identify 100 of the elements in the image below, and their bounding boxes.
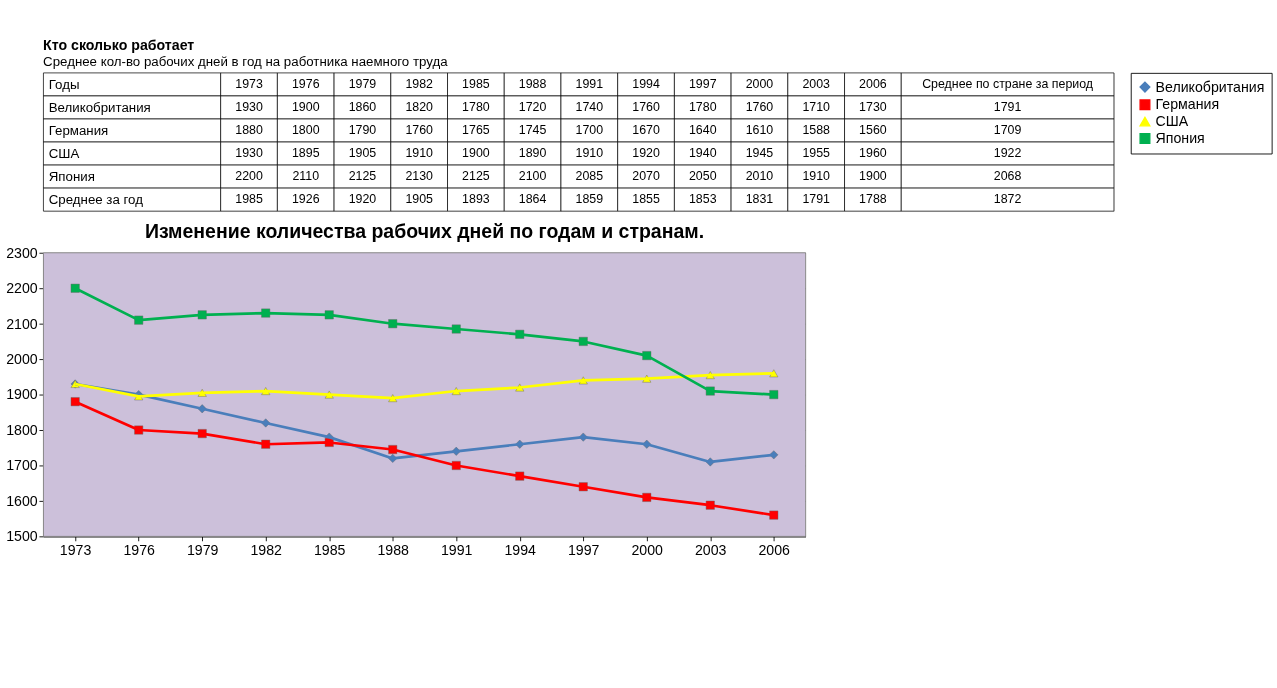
text: 1800 bbox=[291, 123, 320, 138]
text: 2050 bbox=[688, 169, 717, 184]
text: 1982 bbox=[405, 76, 434, 91]
point bbox=[769, 510, 779, 520]
text: 2003 bbox=[802, 76, 831, 91]
text: Великобритания bbox=[48, 99, 151, 115]
point bbox=[261, 439, 271, 449]
point bbox=[642, 374, 652, 383]
text: 2006 bbox=[859, 76, 887, 91]
text: 1976 bbox=[291, 76, 320, 91]
point bbox=[515, 471, 525, 481]
text: 1760 bbox=[632, 100, 660, 115]
point bbox=[324, 310, 334, 320]
text: 2085 bbox=[575, 169, 604, 184]
text: 1895 bbox=[291, 146, 320, 161]
text: 1610 bbox=[745, 123, 774, 138]
text: Годы bbox=[48, 76, 80, 92]
text: 1900 bbox=[462, 146, 490, 161]
text: 1860 bbox=[348, 100, 377, 115]
text: 1973 bbox=[235, 76, 263, 91]
point bbox=[324, 390, 334, 399]
legend-label: Япония bbox=[1155, 129, 1205, 146]
text: 1859 bbox=[575, 192, 604, 207]
text: 1994 bbox=[632, 76, 660, 91]
x-tick-label: 1988 bbox=[377, 541, 410, 558]
text: 1760 bbox=[745, 100, 774, 115]
text: 1900 bbox=[859, 169, 887, 184]
text: 1700 bbox=[575, 123, 604, 138]
text: 2200 bbox=[235, 169, 263, 184]
y-tick-label: 2000 bbox=[6, 351, 38, 368]
text: 1991 bbox=[575, 76, 604, 91]
x-tick-label: 1979 bbox=[186, 541, 219, 558]
text: 1864 bbox=[518, 192, 547, 207]
text: 1831 bbox=[745, 192, 774, 207]
text: 1979 bbox=[348, 76, 377, 91]
text: 1791 bbox=[993, 100, 1022, 115]
x-tick-label: 2000 bbox=[631, 541, 664, 558]
text: 1765 bbox=[462, 123, 490, 138]
text: США bbox=[48, 145, 80, 161]
text: 1640 bbox=[688, 123, 717, 138]
text: 1926 bbox=[291, 192, 320, 207]
x-tick-label: 1991 bbox=[440, 541, 473, 558]
text: 1940 bbox=[688, 146, 717, 161]
text: 1872 bbox=[993, 192, 1022, 207]
text: 1709 bbox=[993, 123, 1022, 138]
point bbox=[769, 390, 779, 400]
point bbox=[261, 308, 271, 318]
point bbox=[515, 329, 525, 339]
x-tick-label: 2003 bbox=[694, 541, 727, 558]
text: 1780 bbox=[688, 100, 717, 115]
point bbox=[705, 386, 715, 396]
text: 2110 bbox=[292, 169, 320, 184]
text: 1855 bbox=[632, 192, 660, 207]
y-tick-label: 1900 bbox=[6, 386, 38, 403]
text: 1890 bbox=[518, 146, 547, 161]
point bbox=[769, 450, 779, 460]
text: 1960 bbox=[859, 146, 887, 161]
text: 1920 bbox=[348, 192, 377, 207]
text: 1985 bbox=[462, 76, 490, 91]
text: 2125 bbox=[462, 169, 490, 184]
point bbox=[451, 324, 461, 334]
text: 1745 bbox=[518, 123, 547, 138]
legend-label: Великобритания bbox=[1155, 78, 1265, 95]
point bbox=[769, 369, 779, 378]
text: 1905 bbox=[405, 192, 434, 207]
text: 2130 bbox=[405, 169, 434, 184]
text: 1930 bbox=[235, 100, 263, 115]
text: 1710 bbox=[802, 100, 831, 115]
point bbox=[578, 482, 588, 492]
text: 1730 bbox=[859, 100, 887, 115]
x-tick-label: 1973 bbox=[59, 541, 92, 558]
y-tick-label: 1500 bbox=[6, 528, 38, 545]
text: 1588 bbox=[802, 123, 831, 138]
x-tick-label: 2006 bbox=[758, 541, 791, 558]
x-tick-label: 1997 bbox=[567, 541, 600, 558]
text: 1910 bbox=[802, 169, 831, 184]
text: 2100 bbox=[518, 169, 547, 184]
text: 1853 bbox=[688, 192, 717, 207]
text: 1988 bbox=[518, 76, 547, 91]
text: Германия bbox=[48, 122, 109, 138]
text: 1820 bbox=[405, 100, 434, 115]
point bbox=[134, 425, 144, 435]
text: 1945 bbox=[745, 146, 774, 161]
point bbox=[261, 387, 271, 395]
point bbox=[705, 371, 715, 379]
text: 1900 bbox=[291, 100, 320, 115]
legend-label: Германия bbox=[1155, 96, 1220, 113]
x-tick-label: 1994 bbox=[504, 541, 537, 558]
text: Япония bbox=[48, 169, 95, 185]
x-tick-label: 1976 bbox=[123, 541, 155, 558]
text: 1670 bbox=[632, 123, 660, 138]
x-tick-label: 1985 bbox=[313, 541, 346, 558]
text: 1910 bbox=[575, 146, 604, 161]
text: 1720 bbox=[518, 100, 547, 115]
point bbox=[70, 397, 80, 407]
point bbox=[515, 383, 525, 392]
text: 1910 bbox=[405, 146, 434, 161]
y-tick-label: 1600 bbox=[6, 492, 38, 509]
text: Среднее за год bbox=[48, 192, 144, 208]
point bbox=[70, 283, 80, 293]
